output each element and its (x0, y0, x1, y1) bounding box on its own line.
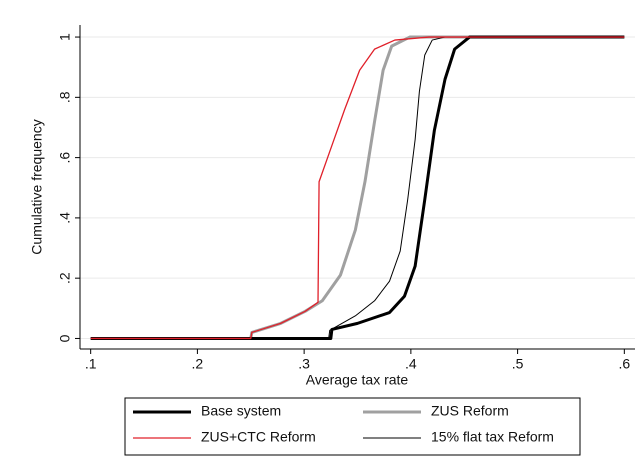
y-tick-label: .8 (57, 91, 73, 103)
series-line (90, 36, 625, 340)
series-line (90, 36, 625, 339)
x-tick-label: .1 (85, 356, 97, 372)
legend-label: ZUS Reform (431, 403, 509, 419)
legend-label: Base system (201, 403, 281, 419)
x-tick-label: .3 (298, 356, 310, 372)
legend-box (124, 397, 581, 456)
x-axis-label: Average tax rate (306, 372, 409, 388)
x-tick-label: .2 (192, 356, 204, 372)
y-axis-label: Cumulative frequency (29, 119, 45, 254)
x-tick-label: .4 (405, 356, 417, 372)
y-tick-label: .2 (57, 272, 73, 284)
y-tick-label: 1 (57, 33, 73, 41)
y-tick-label: .4 (57, 212, 73, 224)
series-line (90, 35, 625, 340)
x-tick-label: .6 (618, 356, 630, 372)
x-tick-label: .5 (512, 356, 524, 372)
legend-label: ZUS+CTC Reform (201, 429, 316, 445)
series-line (90, 35, 625, 340)
y-tick-label: 0 (57, 334, 73, 342)
legend-label: 15% flat tax Reform (431, 429, 554, 445)
y-tick-label: .6 (57, 152, 73, 164)
